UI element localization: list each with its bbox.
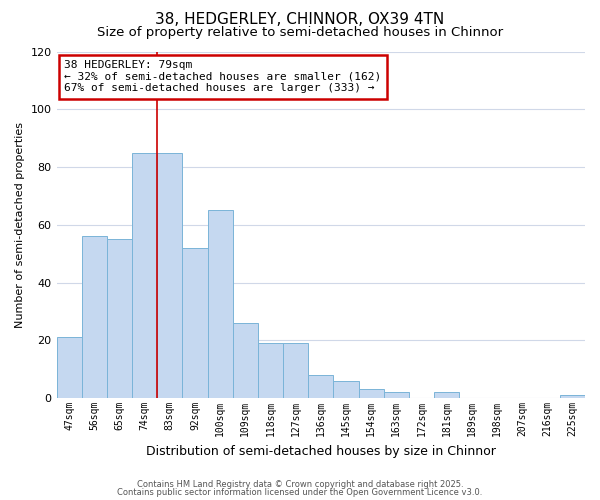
Bar <box>82 236 107 398</box>
Bar <box>157 152 182 398</box>
Text: 38, HEDGERLEY, CHINNOR, OX39 4TN: 38, HEDGERLEY, CHINNOR, OX39 4TN <box>155 12 445 28</box>
Bar <box>359 390 383 398</box>
Bar <box>208 210 233 398</box>
Bar <box>283 344 308 398</box>
Text: Size of property relative to semi-detached houses in Chinnor: Size of property relative to semi-detach… <box>97 26 503 39</box>
Bar <box>182 248 208 398</box>
Bar <box>258 344 283 398</box>
Text: 38 HEDGERLEY: 79sqm
← 32% of semi-detached houses are smaller (162)
67% of semi-: 38 HEDGERLEY: 79sqm ← 32% of semi-detach… <box>64 60 382 94</box>
Bar <box>132 152 157 398</box>
Bar <box>334 381 359 398</box>
X-axis label: Distribution of semi-detached houses by size in Chinnor: Distribution of semi-detached houses by … <box>146 444 496 458</box>
Bar <box>56 338 82 398</box>
Text: Contains public sector information licensed under the Open Government Licence v3: Contains public sector information licen… <box>118 488 482 497</box>
Y-axis label: Number of semi-detached properties: Number of semi-detached properties <box>15 122 25 328</box>
Bar <box>233 323 258 398</box>
Bar <box>434 392 459 398</box>
Bar <box>383 392 409 398</box>
Bar <box>560 396 585 398</box>
Bar <box>308 375 334 398</box>
Text: Contains HM Land Registry data © Crown copyright and database right 2025.: Contains HM Land Registry data © Crown c… <box>137 480 463 489</box>
Bar <box>107 240 132 398</box>
